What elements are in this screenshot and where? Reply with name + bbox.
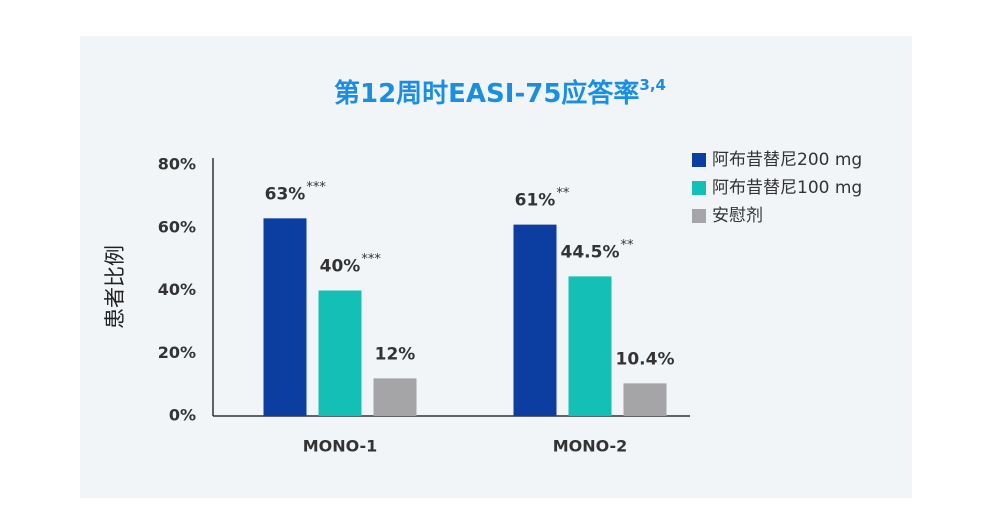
legend-label: 阿布昔替尼100 mg	[712, 178, 862, 198]
bar	[513, 224, 557, 416]
y-tick-label: 20%	[158, 343, 196, 362]
chart-title: 第12周时EASI-75应答率3,4	[334, 76, 666, 109]
bar	[318, 290, 362, 416]
significance-label: ***	[361, 252, 381, 267]
x-tick-label: MONO-1	[303, 437, 378, 456]
legend-label: 安慰剂	[712, 206, 763, 226]
y-tick-label: 60%	[158, 217, 196, 236]
y-axis-label: 患者比例	[103, 245, 127, 329]
significance-label: **	[620, 238, 634, 253]
bar	[623, 383, 667, 416]
y-tick-label: 40%	[158, 280, 196, 299]
y-tick-label: 80%	[158, 155, 196, 174]
legend-swatch	[692, 181, 706, 195]
significance-label: ***	[306, 180, 326, 195]
value-label: 40%	[320, 257, 361, 277]
bar	[568, 276, 612, 416]
x-tick-label: MONO-2	[553, 437, 628, 456]
bar	[373, 378, 417, 416]
legend-swatch	[692, 153, 706, 167]
value-label: 10.4%	[616, 349, 675, 369]
bar	[263, 218, 307, 416]
significance-label: **	[556, 186, 570, 201]
value-label: 44.5%	[561, 242, 620, 262]
value-label: 63%	[265, 184, 306, 204]
legend-label: 阿布昔替尼200 mg	[712, 150, 862, 170]
value-label: 12%	[375, 344, 416, 364]
title-superscript: 3,4	[639, 76, 666, 94]
legend-swatch	[692, 209, 706, 223]
panel	[80, 36, 912, 498]
y-tick-label: 0%	[169, 406, 196, 425]
value-label: 61%	[515, 191, 556, 211]
title-text: 第12周时EASI-75应答率	[334, 78, 639, 109]
